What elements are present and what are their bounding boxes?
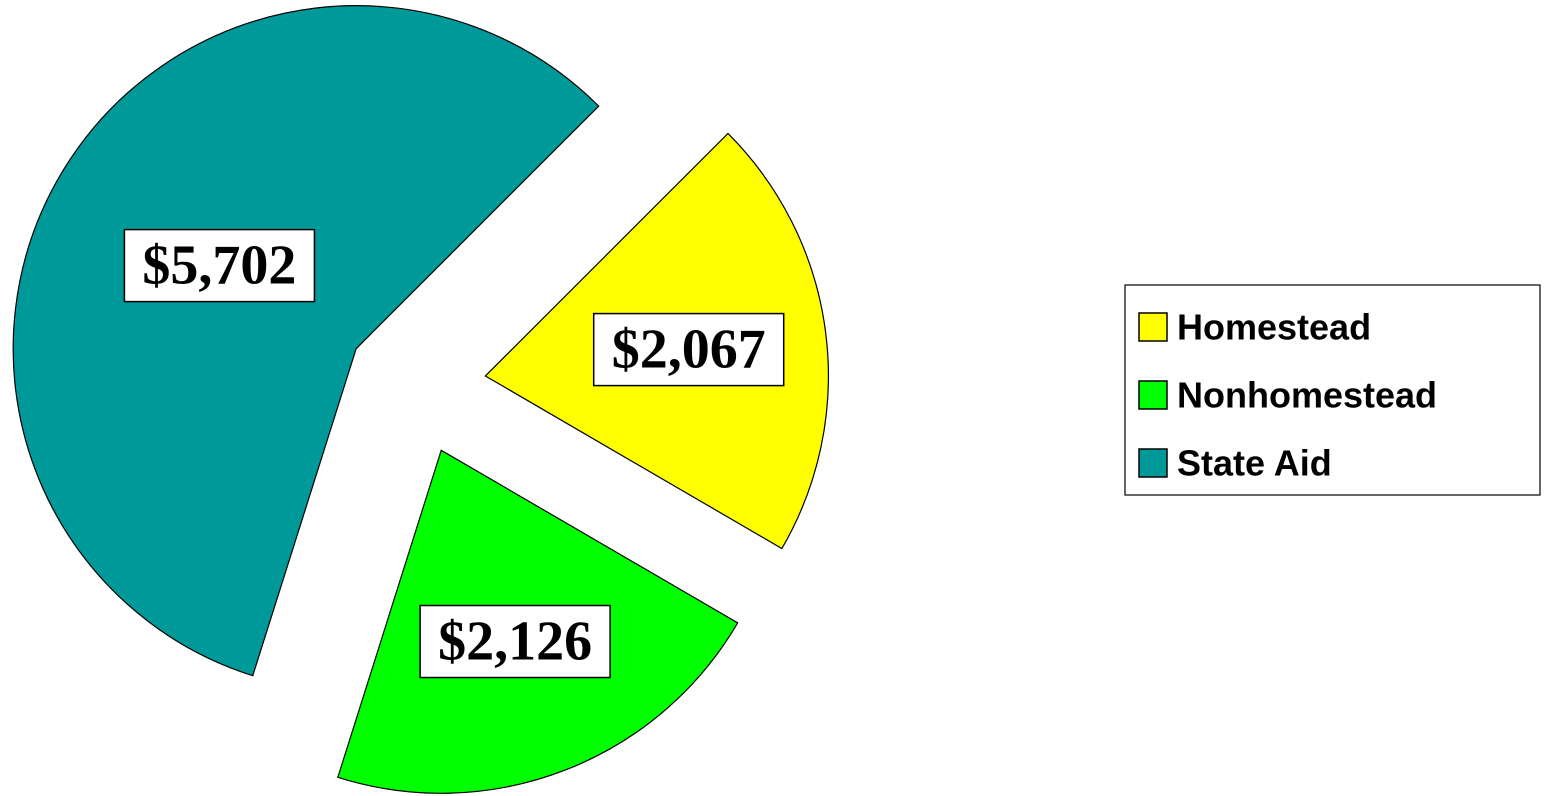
legend-label: Nonhomestead	[1177, 375, 1437, 416]
data-label-box	[123, 228, 316, 303]
pie-slice	[12, 5, 600, 677]
legend-swatch	[1138, 448, 1168, 478]
legend-swatch	[1138, 312, 1168, 342]
data-label-box	[592, 312, 785, 387]
data-label-text: $2,126	[438, 611, 592, 673]
data-label-box	[419, 604, 611, 679]
legend-swatch	[1138, 380, 1168, 410]
legend-label: Homestead	[1177, 307, 1371, 348]
data-label: $5,702	[123, 228, 316, 303]
data-label: $2,126	[419, 604, 611, 679]
data-label: $2,067	[592, 312, 785, 387]
data-label-text: $5,702	[142, 235, 296, 297]
data-label-text: $2,067	[612, 319, 766, 381]
legend-label: State Aid	[1177, 443, 1332, 484]
legend-box	[1124, 284, 1541, 496]
